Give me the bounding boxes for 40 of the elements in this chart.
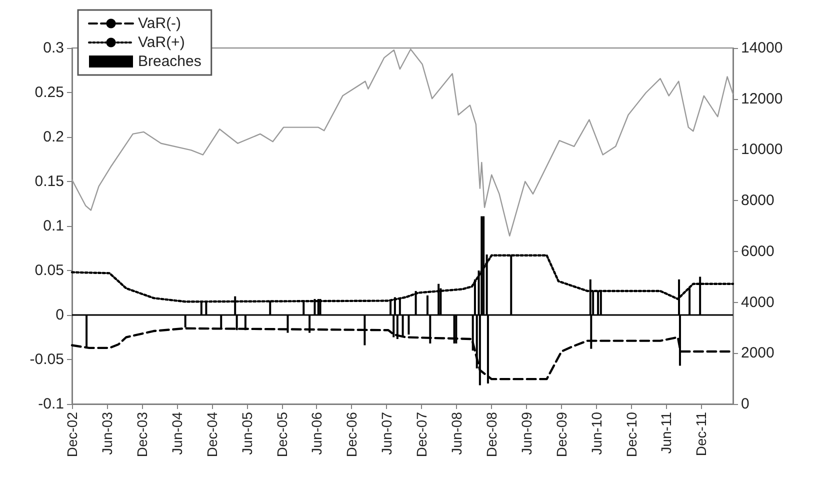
x-tick-label: Dec-10 <box>623 412 640 458</box>
x-tick-label: Jun-03 <box>98 412 115 455</box>
x-tick-label: Dec-07 <box>414 412 430 458</box>
y-tick-label: 0.15 <box>34 173 64 190</box>
legend-label: Breaches <box>138 53 202 70</box>
x-tick-label: Dec-08 <box>484 412 500 458</box>
y-tick-label: 0 <box>56 306 64 324</box>
x-tick-label: Jun-10 <box>588 412 604 455</box>
y2-tick-label: 6000 <box>741 242 774 260</box>
x-tick-label: Jun-08 <box>448 412 465 455</box>
x-tick-label: Dec-02 <box>64 412 80 458</box>
y-tick-label: -0.05 <box>30 351 64 368</box>
y2-tick-label: 2000 <box>741 344 774 362</box>
y-tick-label: 0.2 <box>43 128 64 146</box>
y-tick-label: 0.3 <box>43 40 64 56</box>
x-tick-label: Dec-11 <box>693 412 710 456</box>
x-tick-label: Dec-06 <box>344 412 360 458</box>
y-tick-label: 0.05 <box>34 262 64 279</box>
y2-tick-label: 10000 <box>741 141 783 158</box>
x-tick-label: Jun-09 <box>518 412 534 455</box>
y2-tick-label: 4000 <box>741 294 774 311</box>
x-tick-label: Jun-06 <box>308 412 325 455</box>
legend-label: VaR(-) <box>138 15 182 32</box>
legend-label: VaR(+) <box>138 34 185 51</box>
x-tick-label: Dec-09 <box>553 412 570 458</box>
y-tick-label: 0.25 <box>34 84 64 101</box>
x-tick-label: Dec-04 <box>204 412 220 458</box>
x-tick-label: Jun-05 <box>238 412 255 455</box>
line-series <box>71 48 734 237</box>
y-tick-label: -0.1 <box>38 396 64 412</box>
y2-tick-label: 0 <box>741 396 750 412</box>
x-tick-label: Dec-03 <box>134 412 150 458</box>
y2-tick-label: 14000 <box>741 40 783 56</box>
x-tick-label: Dec-05 <box>274 412 290 458</box>
y2-tick-label: 12000 <box>741 90 783 108</box>
x-tick-label: Jun-04 <box>168 412 185 455</box>
x-tick-label: Jun-07 <box>378 412 395 455</box>
x-tick-label: Jun-11 <box>658 412 674 454</box>
y-tick-label: 0.1 <box>43 218 64 234</box>
y2-tick-label: 8000 <box>741 192 774 210</box>
